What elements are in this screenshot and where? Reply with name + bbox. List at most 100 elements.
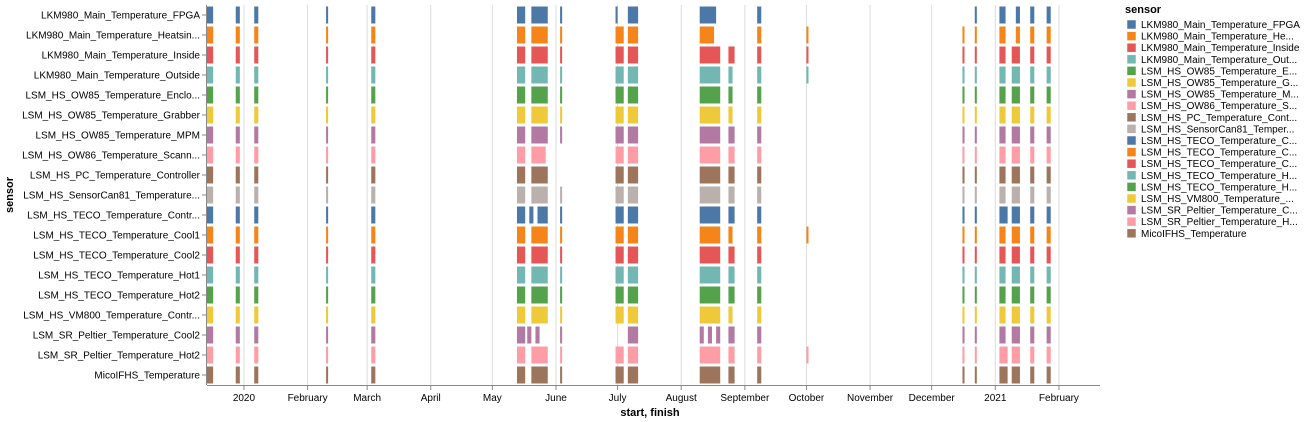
interval-bar <box>615 226 624 244</box>
interval-bar <box>962 46 965 64</box>
interval-bar <box>999 346 1008 364</box>
interval-bar <box>962 66 965 84</box>
interval-bar <box>371 66 376 84</box>
interval-bar <box>254 346 259 364</box>
interval-bar <box>699 126 721 144</box>
interval-bar <box>974 366 977 384</box>
interval-bar <box>999 226 1006 244</box>
legend-swatch <box>1126 170 1137 181</box>
interval-bar <box>1030 146 1035 164</box>
interval-bar <box>326 226 329 244</box>
interval-bar <box>728 126 735 144</box>
interval-bar <box>1011 286 1020 304</box>
interval-bar <box>326 206 329 224</box>
interval-bar <box>1030 186 1035 204</box>
interval-bar <box>516 306 526 324</box>
x-tick-label: June <box>545 393 567 404</box>
interval-bar <box>560 226 563 244</box>
interval-bar <box>371 246 376 264</box>
interval-bar <box>1030 266 1035 284</box>
x-axis: 2020 February March April May June July August S… <box>207 385 1100 404</box>
interval-bar <box>1030 46 1035 64</box>
interval-bar <box>326 306 329 324</box>
interval-bar <box>627 6 639 24</box>
interval-bar <box>1030 106 1035 124</box>
interval-bar <box>207 66 214 84</box>
interval-bar <box>207 306 214 324</box>
interval-bar <box>516 326 526 344</box>
interval-bar <box>254 6 259 24</box>
interval-bar <box>535 326 540 344</box>
interval-bar <box>728 186 735 204</box>
interval-bar <box>1011 226 1020 244</box>
interval-bar <box>757 266 762 284</box>
interval-bar <box>529 206 534 224</box>
interval-bar <box>757 346 762 364</box>
interval-bar <box>254 46 259 64</box>
interval-bar <box>531 286 548 304</box>
y-tick-label: LSM_HS_VM800_Temperature_Contr... <box>23 311 200 322</box>
x-tick-label: August <box>666 393 697 404</box>
interval-bar <box>627 366 639 384</box>
interval-bar <box>254 326 259 344</box>
legend-swatch <box>1126 66 1137 76</box>
interval-bar <box>235 46 240 64</box>
interval-bar <box>757 146 762 164</box>
interval-bar <box>531 346 548 364</box>
legend-swatch <box>1126 158 1137 169</box>
interval-bar <box>516 186 526 204</box>
interval-bar <box>757 366 762 384</box>
interval-bar <box>371 346 376 364</box>
interval-bar <box>326 286 329 304</box>
interval-bar <box>326 106 329 124</box>
interval-bar <box>728 306 733 324</box>
grid <box>243 5 1060 385</box>
interval-bar <box>207 166 214 184</box>
interval-bar <box>531 26 548 44</box>
legend-label: LSM_HS_TECO_Temperature_C... <box>1141 136 1297 147</box>
interval-bar <box>207 86 214 104</box>
interval-bar <box>615 6 618 24</box>
interval-bar <box>560 306 563 324</box>
interval-bar <box>999 106 1006 124</box>
interval-bar <box>627 126 639 144</box>
y-axis: LKM980_Main_Temperature_FPGA LKM980_Main_… <box>22 5 207 385</box>
interval-bar <box>516 126 526 144</box>
interval-bar <box>757 226 762 244</box>
interval-bar <box>516 286 526 304</box>
y-tick-label: LSM_HS_OW85_Temperature_Grabber <box>22 111 201 122</box>
interval-bar <box>757 326 762 344</box>
x-axis-title: start, finish <box>620 407 680 419</box>
interval-bar <box>615 346 624 364</box>
interval-bar <box>531 66 548 84</box>
interval-bar <box>207 46 214 64</box>
interval-bar <box>1011 126 1020 144</box>
interval-bar <box>1030 306 1035 324</box>
interval-bar <box>560 66 563 84</box>
interval-bar <box>615 46 624 64</box>
interval-bar <box>1030 326 1035 344</box>
interval-bar <box>974 106 977 124</box>
legend-label: LSM_SR_Peltier_Temperature_H... <box>1141 217 1298 228</box>
interval-bar <box>531 266 548 284</box>
interval-bar <box>1030 26 1035 44</box>
interval-bar <box>974 186 977 204</box>
interval-bar <box>627 206 639 224</box>
interval-bar <box>615 26 624 44</box>
interval-bar <box>999 286 1006 304</box>
interval-bar <box>560 126 563 144</box>
interval-bar <box>728 226 733 244</box>
interval-bar <box>235 306 240 324</box>
interval-bar <box>728 286 735 304</box>
interval-bar <box>757 126 762 144</box>
interval-bar <box>699 306 721 324</box>
interval-bar <box>627 186 639 204</box>
x-tick-label: 2020 <box>233 393 256 404</box>
interval-bar <box>235 266 240 284</box>
interval-bar <box>757 306 762 324</box>
interval-bar <box>207 186 214 204</box>
interval-bar <box>757 246 762 264</box>
interval-bar <box>962 326 965 344</box>
interval-bar <box>254 106 259 124</box>
